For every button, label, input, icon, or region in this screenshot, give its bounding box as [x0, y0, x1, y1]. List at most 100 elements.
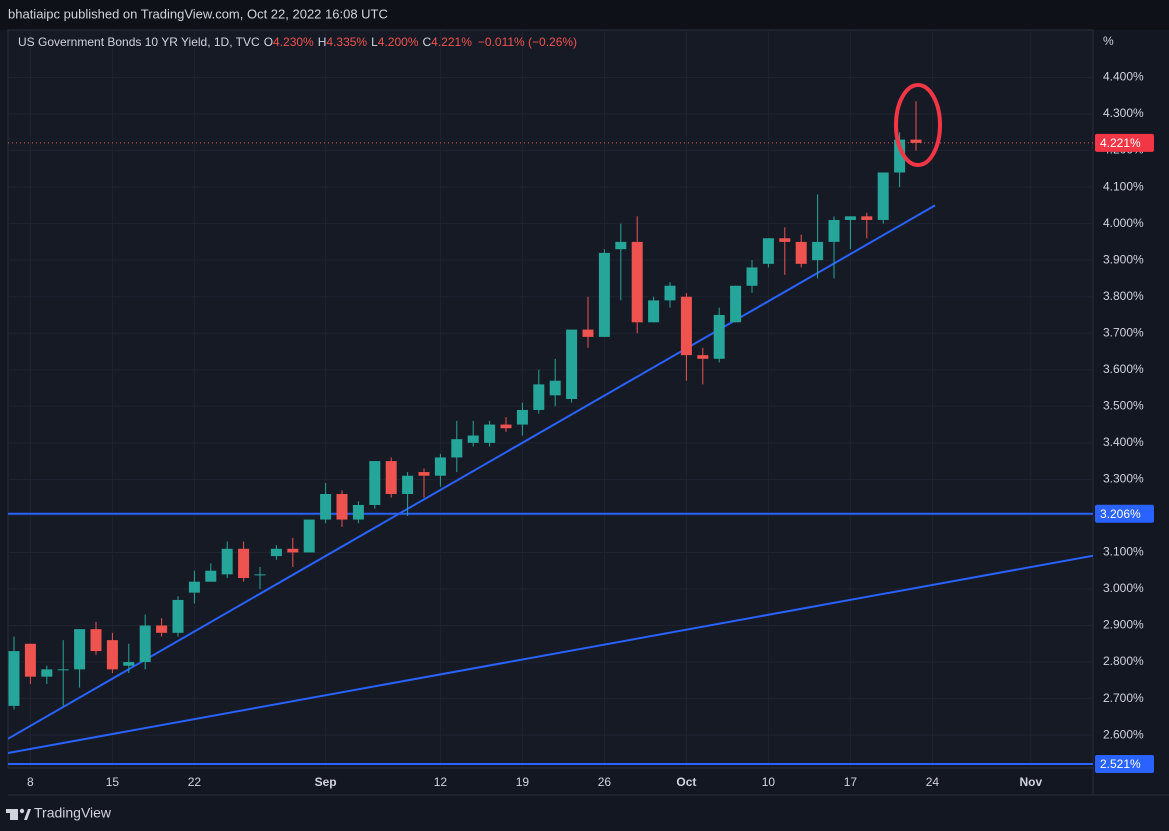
price-badge-label: 3.206%	[1100, 507, 1141, 521]
y-tick-label: 2.800%	[1103, 654, 1144, 668]
candle-body	[434, 457, 446, 476]
candle-body	[156, 625, 168, 633]
candle-body	[24, 643, 36, 677]
y-tick-label: 3.400%	[1103, 435, 1144, 449]
y-tick-label: 3.600%	[1103, 362, 1144, 376]
marks	[8, 101, 1093, 765]
candle-body	[41, 669, 53, 677]
candle-body	[500, 424, 512, 429]
x-tick-label: Nov	[1019, 775, 1042, 789]
legend-key: L	[371, 35, 378, 49]
x-tick-label: 15	[106, 775, 120, 789]
y-tick-label: 4.000%	[1103, 216, 1144, 230]
y-tick-label: 3.100%	[1103, 545, 1144, 559]
candle-body	[385, 461, 397, 494]
y-tick-label: 3.500%	[1103, 398, 1144, 412]
grid	[8, 30, 1093, 768]
y-tick-label: 2.700%	[1103, 691, 1144, 705]
candle-body	[8, 651, 20, 706]
candle-body	[221, 548, 233, 575]
candle-body	[861, 216, 873, 220]
legend-value: 4.221%	[431, 35, 472, 49]
candle-body	[402, 475, 414, 494]
trendline	[8, 554, 1093, 755]
candle-body	[664, 285, 676, 301]
y-tick-label: 4.400%	[1103, 70, 1144, 84]
x-tick-label: 22	[188, 775, 202, 789]
candle-body	[139, 625, 151, 663]
candle-body	[648, 300, 660, 323]
candle-body	[516, 409, 528, 425]
brand: TradingView	[34, 805, 112, 821]
candle-body	[746, 267, 758, 286]
candle-body	[467, 435, 479, 443]
last-price-label: 4.221%	[1100, 136, 1141, 150]
candle-body	[320, 493, 332, 520]
price-badge	[1095, 754, 1154, 773]
x-tick-label: 12	[434, 775, 448, 789]
candle-body	[303, 519, 315, 553]
candle-body	[238, 548, 250, 579]
top-bar	[0, 0, 1169, 30]
plot-area	[7, 29, 1094, 769]
candle-body	[74, 629, 86, 670]
y-tick-label: 3.800%	[1103, 289, 1144, 303]
candle-body	[582, 329, 594, 337]
candle-body	[172, 599, 184, 633]
y-tick-label: 4.300%	[1103, 106, 1144, 120]
publish-info: bhatiaipc published on TradingView.com, …	[8, 6, 388, 21]
legend-value: 4.200%	[378, 35, 419, 49]
x-tick-label: 10	[762, 775, 776, 789]
candle-body	[90, 629, 102, 652]
x-tick-label: 19	[516, 775, 530, 789]
axes: 2.600% 2.700% 2.800% 2.900% 3.000% 3.100% 3.20…	[27, 70, 1154, 789]
candle-body	[549, 380, 561, 396]
candle-body	[828, 219, 840, 242]
legend-value: 4.230%	[273, 35, 314, 49]
candle-body	[631, 241, 643, 323]
x-tick-label: 8	[27, 775, 34, 789]
trendline	[8, 204, 936, 740]
legend-key: H	[318, 35, 327, 49]
candle-body	[877, 172, 889, 220]
candle-body	[795, 241, 807, 264]
candle-body	[188, 581, 200, 593]
y-tick-label: 4.100%	[1103, 179, 1144, 193]
legend-change: −0.011% (−0.26%)	[478, 35, 577, 49]
candle-body	[533, 384, 545, 410]
candle-body	[254, 574, 266, 576]
y-tick-label: 3.000%	[1103, 581, 1144, 595]
candle-body	[352, 504, 364, 520]
candle-body	[844, 216, 856, 220]
candle-body	[598, 252, 610, 337]
unit-label: %	[1103, 34, 1114, 48]
candle-body	[106, 640, 118, 670]
y-tick-label: 3.900%	[1103, 252, 1144, 266]
candle-body	[910, 139, 922, 143]
candle-body	[484, 424, 496, 443]
y-tick-label: 2.600%	[1103, 727, 1144, 741]
candle-body	[680, 296, 692, 356]
candle-body	[287, 548, 299, 553]
brand-logo	[6, 808, 31, 820]
price-badge	[1095, 504, 1154, 523]
candle-body	[779, 238, 791, 242]
candle-body	[713, 314, 725, 359]
symbol-title: US Government Bonds 10 YR Yield, 1D, TVC	[18, 35, 260, 49]
candle-body	[57, 669, 69, 671]
candle-body	[615, 241, 627, 250]
candle-body	[730, 285, 742, 323]
candle-body	[123, 662, 135, 666]
y-tick-label: 3.300%	[1103, 472, 1144, 486]
last-price-badge	[1095, 133, 1154, 152]
candle-body	[894, 139, 906, 173]
candle-body	[451, 439, 463, 458]
price-badge-label: 2.521%	[1100, 757, 1141, 771]
candle-body	[205, 570, 217, 582]
candle-body	[270, 548, 282, 557]
x-tick-label: 17	[844, 775, 858, 789]
x-tick-label: 26	[598, 775, 612, 789]
legend-value: 4.335%	[326, 35, 367, 49]
